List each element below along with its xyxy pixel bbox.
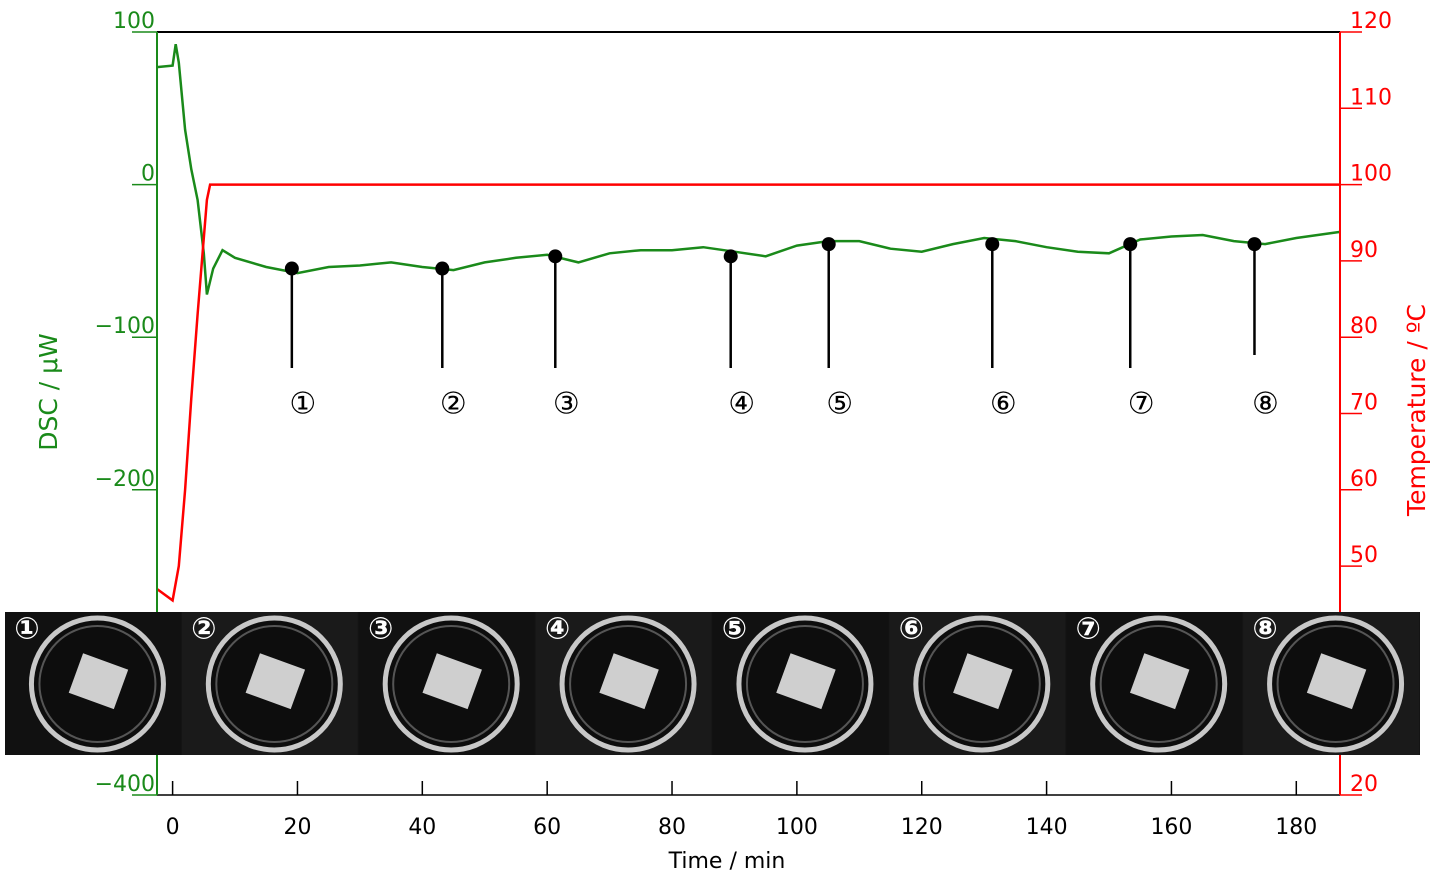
x-tick-label: 160 [1150,815,1192,840]
y2-tick-label: 90 [1350,238,1378,263]
photo-label: ① [14,612,39,647]
y2-tick-label: 120 [1350,9,1392,34]
y2-tick-label: 70 [1350,391,1378,416]
marker-label: ⑦ [1128,387,1155,422]
sample-crystal [422,653,482,710]
photo-label: ⑥ [899,612,924,647]
marker-point [1123,237,1138,252]
y-tick-label: −100 [95,314,155,339]
photo-label: ② [191,612,216,647]
series-line [156,43,1341,295]
marker-label: ⑤ [826,387,853,422]
marker-label: ⑧ [1252,387,1279,422]
photo-label: ⑦ [1076,612,1101,647]
marker-point [821,237,836,252]
x-tick-label: 100 [776,815,818,840]
marker-label: ① [289,387,316,422]
x-axis-label: Time / min [668,849,786,874]
sample-dish-inner [922,625,1041,743]
sample-crystal [776,653,836,710]
y2-tick-label: 20 [1350,772,1378,797]
series-line [156,183,1340,603]
photo-label: ⑧ [1252,612,1277,647]
x-tick-label: 20 [283,815,311,840]
x-tick-label: 140 [1026,815,1068,840]
x-tick-label: 60 [533,815,561,840]
photo-label: ⑤ [722,612,747,647]
x-tick-label: 180 [1275,815,1317,840]
sample-crystal [1306,653,1367,710]
marker-point [1247,237,1262,252]
marker-label: ② [440,387,467,422]
marker-point [284,261,299,276]
x-tick-label: 80 [658,815,686,840]
sample-dish-inner [569,625,688,743]
y-tick-label: 0 [141,162,155,187]
sample-dish-inner [1276,625,1395,743]
sample-dish-inner [215,625,334,743]
sample-crystal [245,653,306,710]
sample-dish-inner [38,625,157,743]
sample-crystal [68,653,129,710]
y-tick-label: −200 [95,467,155,492]
sample-crystal [1129,653,1190,710]
sample-dish-inner [745,625,864,743]
x-tick-label: 120 [901,815,943,840]
marker-point [985,237,1000,252]
marker-label: ③ [553,387,580,422]
y-axis-label: DSC / μW [34,333,63,451]
marker-label: ⑥ [990,387,1017,422]
y2-tick-label: 100 [1350,162,1392,187]
y2-axis-label: Temperature / ºC [1402,304,1431,517]
marker-point [435,261,450,276]
marker-label: ④ [728,387,755,422]
marker-point [723,249,738,264]
y2-tick-label: 80 [1350,314,1378,339]
x-tick-label: 40 [408,815,436,840]
y-tick-label: 100 [113,9,155,34]
x-tick-label: 0 [166,815,180,840]
photo-label: ④ [545,612,570,647]
sample-dish-inner [1099,625,1218,743]
y2-tick-label: 110 [1350,85,1392,110]
y2-tick-label: 60 [1350,467,1378,492]
photo-strip: ① ② ③ ④ ⑤ ⑥ ⑦ ⑧ [5,612,1420,755]
photo-label: ③ [368,612,393,647]
sample-dish-inner [392,625,511,743]
sample-crystal [953,653,1013,710]
marker-point [548,249,563,264]
y2-tick-label: 50 [1350,543,1378,568]
y-tick-label: −400 [95,772,155,797]
sample-crystal [599,653,659,710]
